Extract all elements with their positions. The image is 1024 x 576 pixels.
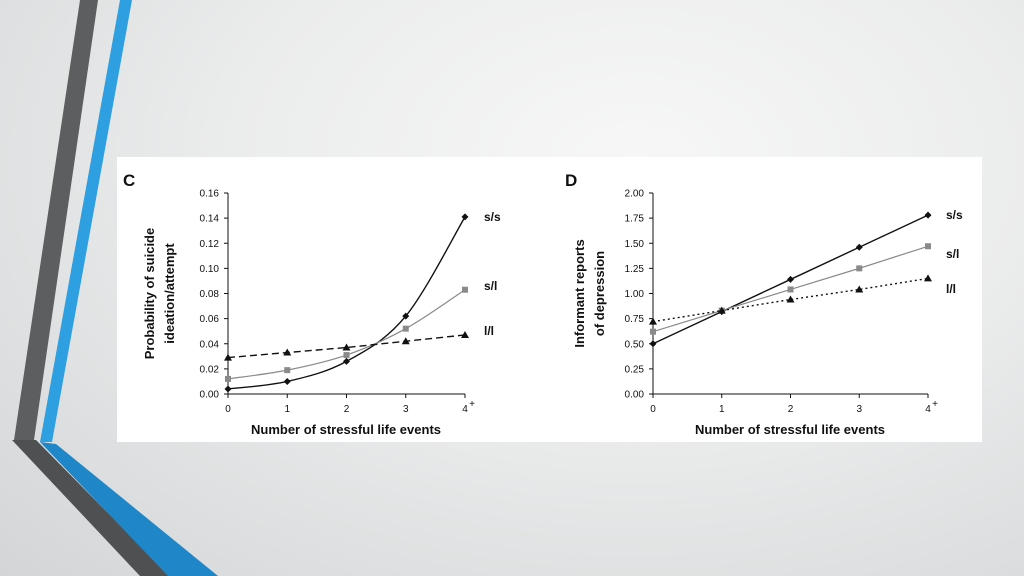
slide-corner-gray: [12, 440, 170, 576]
series-line-l-l: [652, 277, 929, 323]
figure-panel: C 0.00 0.02 0.04 0.06 0.08 0.10 0.12 0.14 0.16 0 1 2…: [117, 157, 982, 442]
y-tick-label: 0.50: [625, 339, 645, 350]
data-point-square: [462, 286, 468, 293]
data-point-triangle: [786, 295, 795, 303]
data-point-triangle: [401, 337, 410, 345]
series-label-s-l: s/l: [946, 247, 959, 261]
data-point-diamond: [461, 213, 469, 221]
x-tick-superscript: +: [469, 399, 475, 410]
data-point-diamond: [649, 340, 657, 348]
data-point-square: [225, 375, 231, 382]
data-point-square: [402, 325, 409, 332]
data-point-triangle: [224, 353, 232, 361]
series-label-l-l: l/l: [946, 282, 956, 296]
y-tick-label: 0.75: [625, 314, 645, 325]
panel-letter: C: [123, 171, 135, 190]
y-tick-label: 0.00: [625, 390, 645, 401]
x-tick-label: 1: [284, 404, 290, 415]
data-point-triangle: [717, 306, 726, 314]
y-axis-title-line1: Informant reports: [572, 239, 587, 347]
data-point-triangle: [924, 274, 932, 282]
y-tick-label: 0.00: [200, 390, 220, 401]
data-point-diamond: [924, 211, 932, 219]
data-point-diamond: [402, 312, 410, 320]
x-tick-label: 2: [344, 404, 350, 415]
y-axis-title-line1: Probability of suicide: [142, 228, 157, 359]
y-axis-title-line2: ideation/attempt: [162, 243, 177, 344]
y-tick-label: 0.16: [200, 189, 220, 200]
data-point-square: [787, 286, 794, 293]
x-tick-label: 0: [650, 404, 656, 415]
slide-stripe-gray: [14, 0, 98, 440]
x-tick-label: 1: [719, 404, 725, 415]
data-point-triangle: [855, 285, 864, 293]
data-point-triangle: [461, 330, 469, 338]
x-axis-title: Number of stressful life events: [695, 422, 885, 437]
chart-panel-c: C 0.00 0.02 0.04 0.06 0.08 0.10 0.12 0.14 0.16 0 1 2…: [123, 171, 501, 437]
chart-panel-d: D 0.00 0.25 0.50 0.75 1.00 1.25 1.50 1.75 2.00 0 1 2…: [565, 171, 963, 437]
x-tick-label: 4: [462, 404, 468, 415]
y-tick-label: 2.00: [625, 189, 645, 200]
data-point-diamond: [343, 357, 350, 365]
y-tick-label: 1.50: [625, 239, 645, 250]
y-tick-label: 0.14: [200, 214, 220, 225]
data-point-square: [650, 328, 656, 335]
data-point-triangle: [283, 348, 292, 356]
series-label-s-s: s/s: [484, 210, 501, 224]
panel-letter: D: [565, 171, 577, 190]
y-tick-label: 0.06: [200, 314, 220, 325]
y-tick-label: 0.12: [200, 239, 220, 250]
data-point-diamond: [283, 377, 291, 385]
series-line-s-l: [227, 289, 466, 380]
x-axis-title: Number of stressful life events: [251, 422, 441, 437]
series-label-s-l: s/l: [484, 279, 497, 293]
slide-corner-blue: [40, 442, 218, 576]
x-tick-label: 2: [788, 404, 794, 415]
data-point-square: [284, 367, 291, 374]
x-tick-label: 0: [225, 404, 231, 415]
x-tick-label: 3: [403, 404, 409, 415]
figure-svg: C 0.00 0.02 0.04 0.06 0.08 0.10 0.12 0.14 0.16 0 1 2…: [123, 171, 963, 437]
series-line-l-l: [227, 334, 466, 359]
series-label-l-l: l/l: [484, 324, 494, 338]
data-point-triangle: [649, 317, 657, 325]
y-tick-label: 1.75: [625, 214, 645, 225]
y-tick-label: 0.04: [200, 339, 220, 350]
y-tick-label: 1.25: [625, 264, 645, 275]
x-tick-superscript: +: [932, 399, 938, 410]
data-point-diamond: [224, 385, 232, 393]
y-tick-label: 0.10: [200, 264, 220, 275]
series-label-s-s: s/s: [946, 208, 963, 222]
y-tick-label: 0.08: [200, 289, 220, 300]
data-point-square: [343, 352, 350, 359]
x-tick-label: 4: [925, 404, 931, 415]
data-point-diamond: [855, 243, 863, 251]
slide-stripe-blue: [40, 0, 132, 442]
data-point-triangle: [342, 343, 351, 351]
y-tick-label: 1.00: [625, 289, 645, 300]
series-line-s-s: [227, 216, 466, 390]
data-point-diamond: [787, 275, 794, 283]
x-tick-label: 3: [856, 404, 862, 415]
data-point-square: [856, 265, 863, 272]
y-tick-label: 0.02: [200, 364, 220, 375]
y-tick-label: 0.25: [625, 364, 645, 375]
y-axis-title-line2: of depression: [592, 251, 607, 336]
data-point-square: [925, 243, 931, 250]
